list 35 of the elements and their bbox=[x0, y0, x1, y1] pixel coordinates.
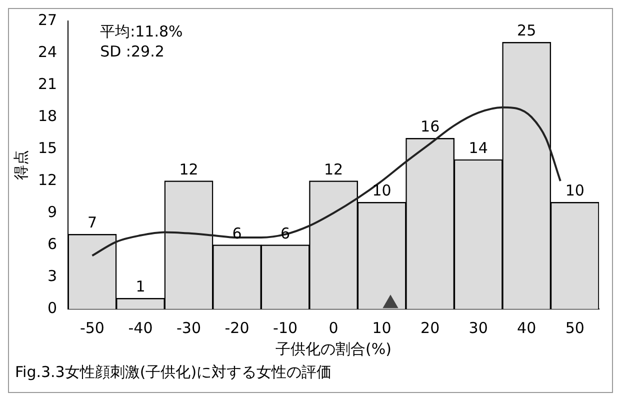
x-tick-label: 30 bbox=[468, 318, 488, 337]
x-tick-label: -20 bbox=[224, 318, 250, 337]
y-tick-label: 27 bbox=[38, 10, 58, 29]
data-label: 12 bbox=[324, 160, 344, 178]
y-tick-label: 24 bbox=[38, 42, 58, 61]
x-tick-label: -50 bbox=[80, 318, 104, 337]
y-tick-label: 21 bbox=[38, 74, 58, 93]
y-tick-label: 15 bbox=[38, 138, 58, 157]
y-axis-title: 得点 bbox=[12, 150, 30, 180]
x-tick-label: 20 bbox=[420, 318, 440, 337]
x-axis-title: 子供化の割合(%) bbox=[276, 340, 392, 358]
x-tick-label: 0 bbox=[328, 318, 338, 337]
data-label: 16 bbox=[420, 118, 440, 136]
data-label: 10 bbox=[372, 182, 392, 200]
x-tick-label: -40 bbox=[128, 318, 153, 337]
x-tick-label: 10 bbox=[372, 318, 392, 337]
data-label: 25 bbox=[517, 22, 536, 40]
data-label: 1 bbox=[136, 278, 146, 296]
data-label: 7 bbox=[87, 214, 97, 232]
data-label: 10 bbox=[565, 182, 584, 200]
y-tick-label: 12 bbox=[38, 170, 58, 189]
y-tick-label: 0 bbox=[48, 298, 58, 317]
y-tick-label: 6 bbox=[48, 234, 58, 253]
annotation: 平均:11.8% bbox=[100, 22, 183, 40]
x-tick-label: -30 bbox=[176, 318, 201, 337]
data-label: 14 bbox=[468, 139, 488, 158]
y-tick-label: 18 bbox=[38, 106, 58, 125]
x-tick-label: -10 bbox=[273, 318, 298, 337]
annotation: SD :29.2 bbox=[100, 42, 164, 60]
y-tick-label: 9 bbox=[48, 202, 58, 221]
x-tick-label: 40 bbox=[517, 318, 536, 337]
data-label: 12 bbox=[179, 160, 198, 178]
caption: Fig.3.3女性顔刺激(子供化)に対する女性の評価 bbox=[14, 362, 333, 383]
y-tick-label: 3 bbox=[48, 266, 58, 285]
x-tick-label: 50 bbox=[565, 318, 584, 337]
